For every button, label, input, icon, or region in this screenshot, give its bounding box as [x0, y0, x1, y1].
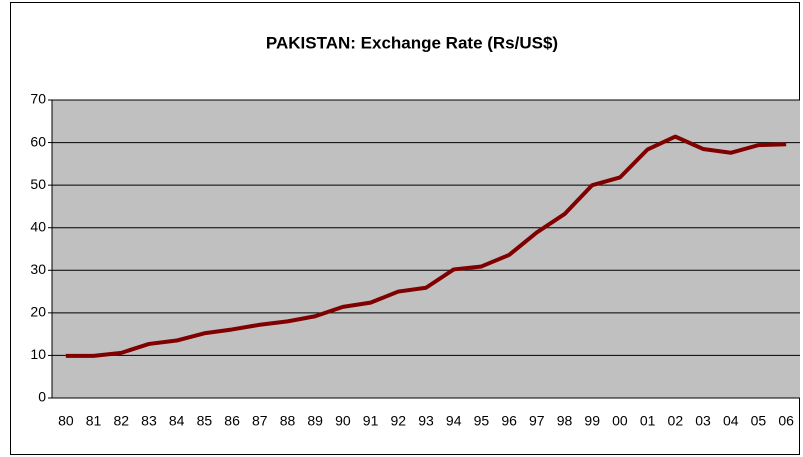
- chart-title: PAKISTAN: Exchange Rate (Rs/US$): [266, 33, 558, 52]
- x-tick-label: 90: [335, 413, 351, 429]
- x-tick-label: 93: [418, 413, 434, 429]
- x-tick-label: 05: [751, 413, 767, 429]
- x-tick-label: 97: [529, 413, 545, 429]
- x-tick-label: 04: [723, 413, 739, 429]
- x-tick-label: 83: [141, 413, 157, 429]
- x-tick-label: 84: [169, 413, 185, 429]
- y-tick-label: 10: [30, 346, 46, 362]
- x-tick-label: 01: [640, 413, 656, 429]
- x-tick-label: 91: [363, 413, 379, 429]
- x-tick-label: 99: [584, 413, 600, 429]
- y-tick-label: 0: [38, 389, 46, 405]
- x-tick-label: 80: [58, 413, 74, 429]
- y-tick-label: 30: [30, 261, 46, 277]
- x-tick-label: 89: [307, 413, 323, 429]
- data-line: [65, 134, 787, 358]
- x-tick-label: 98: [557, 413, 573, 429]
- x-tick-label: 96: [501, 413, 517, 429]
- x-tick-label: 87: [252, 413, 268, 429]
- y-tick-label: 70: [30, 91, 46, 107]
- y-tick-label: 20: [30, 304, 46, 320]
- x-tick-label: 02: [668, 413, 684, 429]
- x-tick-label: 06: [778, 413, 794, 429]
- x-tick-label: 94: [446, 413, 462, 429]
- x-tick-label: 82: [113, 413, 129, 429]
- y-tick-label: 60: [30, 133, 46, 149]
- x-tick-label: 88: [280, 413, 296, 429]
- x-tick-label: 85: [197, 413, 213, 429]
- x-tick-label: 81: [86, 413, 102, 429]
- x-tick-label: 86: [224, 413, 240, 429]
- y-tick-label: 50: [30, 176, 46, 192]
- x-tick-label: 00: [612, 413, 628, 429]
- x-tick-label: 95: [474, 413, 490, 429]
- x-tick-label: 92: [391, 413, 407, 429]
- y-tick-label: 40: [30, 218, 46, 234]
- x-tick-label: 03: [695, 413, 711, 429]
- plot-area: [52, 100, 800, 398]
